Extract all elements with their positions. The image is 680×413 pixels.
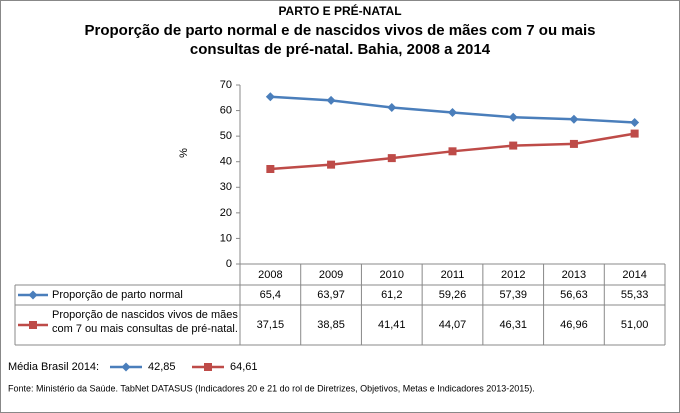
value-label: 51,00 <box>621 319 649 331</box>
marker <box>265 92 275 102</box>
x-tick-label: 2011 <box>441 269 465 281</box>
value-label: 37,15 <box>257 319 285 331</box>
source: Fonte: Ministério da Saúde. TabNet DATAS… <box>8 383 535 393</box>
value-label: 46,96 <box>560 319 588 331</box>
x-tick-label: 2012 <box>501 269 525 281</box>
average-value: 64,61 <box>230 361 258 373</box>
legend-label: Proporção de nascidos vivos de mães com … <box>52 309 238 335</box>
marker <box>327 160 336 169</box>
marker <box>448 107 457 117</box>
marker <box>569 114 579 124</box>
average-value: 42,85 <box>148 361 176 373</box>
y-tick-label: 50 <box>220 130 232 142</box>
value-label: 59,26 <box>439 289 467 301</box>
marker <box>448 147 457 156</box>
y-tick-label: 40 <box>220 156 232 168</box>
chart-title: consultas de pré-natal. Bahia, 2008 a 20… <box>190 41 491 58</box>
y-tick-label: 70 <box>220 79 232 91</box>
marker <box>509 141 518 150</box>
marker <box>121 362 131 372</box>
y-tick-label: 60 <box>220 104 232 116</box>
x-tick-label: 2013 <box>562 269 586 281</box>
x-tick-label: 2014 <box>622 269 646 281</box>
y-tick-label: 30 <box>220 181 232 193</box>
value-label: 63,97 <box>317 289 345 301</box>
value-label: 61,2 <box>381 289 402 301</box>
legend-label: Proporção de parto normal <box>52 289 183 301</box>
marker <box>630 129 639 138</box>
value-label: 46,31 <box>499 319 527 331</box>
value-label: 56,63 <box>560 289 588 301</box>
marker <box>28 290 38 300</box>
x-tick-label: 2009 <box>319 269 343 281</box>
marker <box>204 363 212 371</box>
value-label: 38,85 <box>317 319 345 331</box>
value-label: 65,4 <box>260 289 281 301</box>
marker <box>387 103 397 113</box>
marker <box>29 321 37 329</box>
marker <box>266 165 275 174</box>
marker <box>630 118 640 128</box>
y-tick-label: 10 <box>220 232 232 244</box>
y-tick-label: 20 <box>220 207 232 219</box>
value-label: 55,33 <box>621 289 649 301</box>
value-label: 41,41 <box>378 319 406 331</box>
marker <box>569 139 578 148</box>
y-tick-label: 0 <box>226 258 232 270</box>
chart-title: Proporção de parto normal e de nascidos … <box>84 22 595 39</box>
value-label: 57,39 <box>499 289 527 301</box>
average-label: Média Brasil 2014: <box>8 361 99 373</box>
marker <box>387 154 396 163</box>
x-tick-label: 2008 <box>258 269 282 281</box>
value-label: 44,07 <box>439 319 467 331</box>
header: PARTO E PRÉ-NATAL <box>278 3 401 18</box>
marker <box>326 95 336 105</box>
x-tick-label: 2010 <box>380 269 404 281</box>
y-axis-label: % <box>178 148 190 158</box>
marker <box>508 112 518 122</box>
